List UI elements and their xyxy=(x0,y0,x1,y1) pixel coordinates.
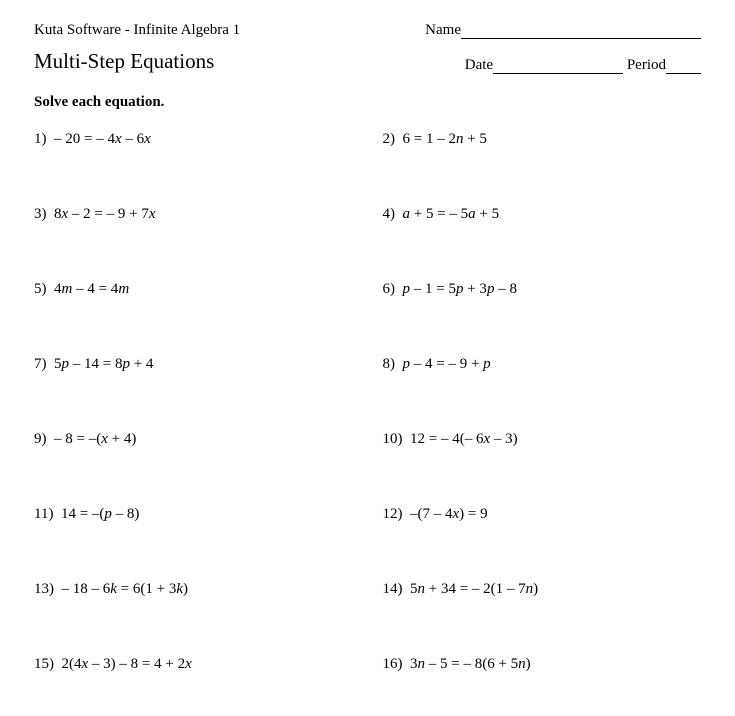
problem-8: 8) p – 4 = – 9 + p xyxy=(373,356,702,373)
problem-2: 2) 6 = 1 – 2n + 5 xyxy=(373,131,702,148)
problem-4: 4) a + 5 = – 5a + 5 xyxy=(373,206,702,223)
name-label: Name xyxy=(425,22,461,39)
date-blank-line xyxy=(493,59,623,74)
problem-6: 6) p – 1 = 5p + 3p – 8 xyxy=(373,281,702,298)
period-label: Period xyxy=(627,57,666,74)
problem-5: 5) 4m – 4 = 4m xyxy=(34,281,363,298)
instruction-text: Solve each equation. xyxy=(34,94,701,111)
problem-12: 12) –(7 – 4x) = 9 xyxy=(373,506,702,523)
name-field: Name xyxy=(425,22,701,39)
problem-16: 16) 3n – 5 = – 8(6 + 5n) xyxy=(373,656,702,673)
date-period-fields: Date Period xyxy=(465,57,701,74)
date-label: Date xyxy=(465,57,493,74)
problems-grid: 1) – 20 = – 4x – 6x 2) 6 = 1 – 2n + 5 3) 8… xyxy=(34,131,701,673)
name-blank-line xyxy=(461,24,701,39)
problem-1: 1) – 20 = – 4x – 6x xyxy=(34,131,363,148)
worksheet-title: Multi-Step Equations xyxy=(34,49,214,74)
software-name: Kuta Software - Infinite Algebra 1 xyxy=(34,22,240,39)
problem-11: 11) 14 = –(p – 8) xyxy=(34,506,363,523)
problem-14: 14) 5n + 34 = – 2(1 – 7n) xyxy=(373,581,702,598)
problem-15: 15) 2(4x – 3) – 8 = 4 + 2x xyxy=(34,656,363,673)
problem-7: 7) 5p – 14 = 8p + 4 xyxy=(34,356,363,373)
problem-13: 13) – 18 – 6k = 6(1 + 3k) xyxy=(34,581,363,598)
problem-10: 10) 12 = – 4(– 6x – 3) xyxy=(373,431,702,448)
problem-3: 3) 8x – 2 = – 9 + 7x xyxy=(34,206,363,223)
problem-9: 9) – 8 = –(x + 4) xyxy=(34,431,363,448)
period-blank-line xyxy=(666,59,701,74)
